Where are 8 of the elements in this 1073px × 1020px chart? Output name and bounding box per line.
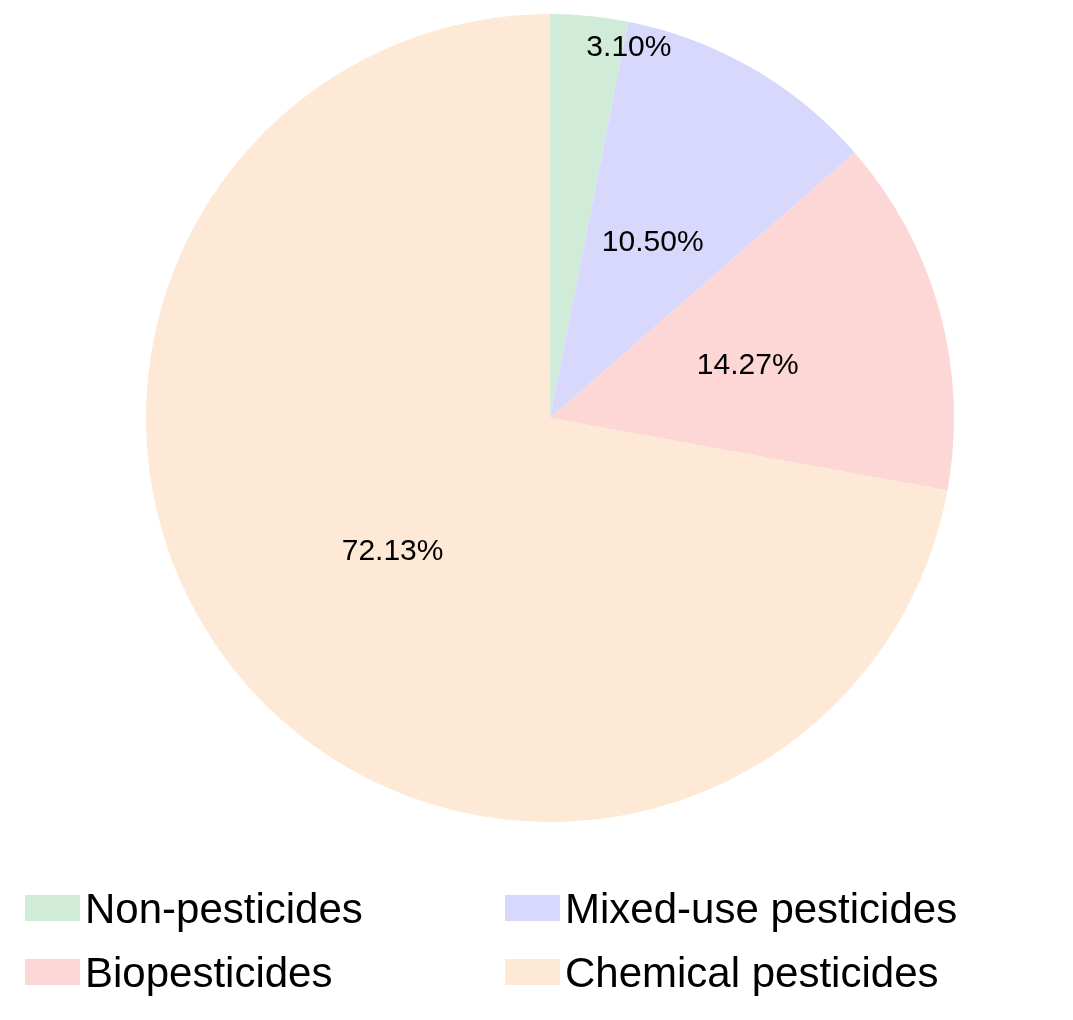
data-label: 14.27%: [696, 347, 799, 381]
data-label: 72.13%: [341, 532, 444, 566]
legend-label: Chemical pesticides: [565, 948, 939, 996]
legend-label: Mixed-use pesticides: [565, 884, 958, 932]
legend-label: Biopesticides: [85, 948, 333, 996]
data-label: 3.10%: [586, 29, 672, 63]
data-label: 10.50%: [601, 224, 704, 258]
legend-label: Non-pesticides: [85, 884, 363, 932]
